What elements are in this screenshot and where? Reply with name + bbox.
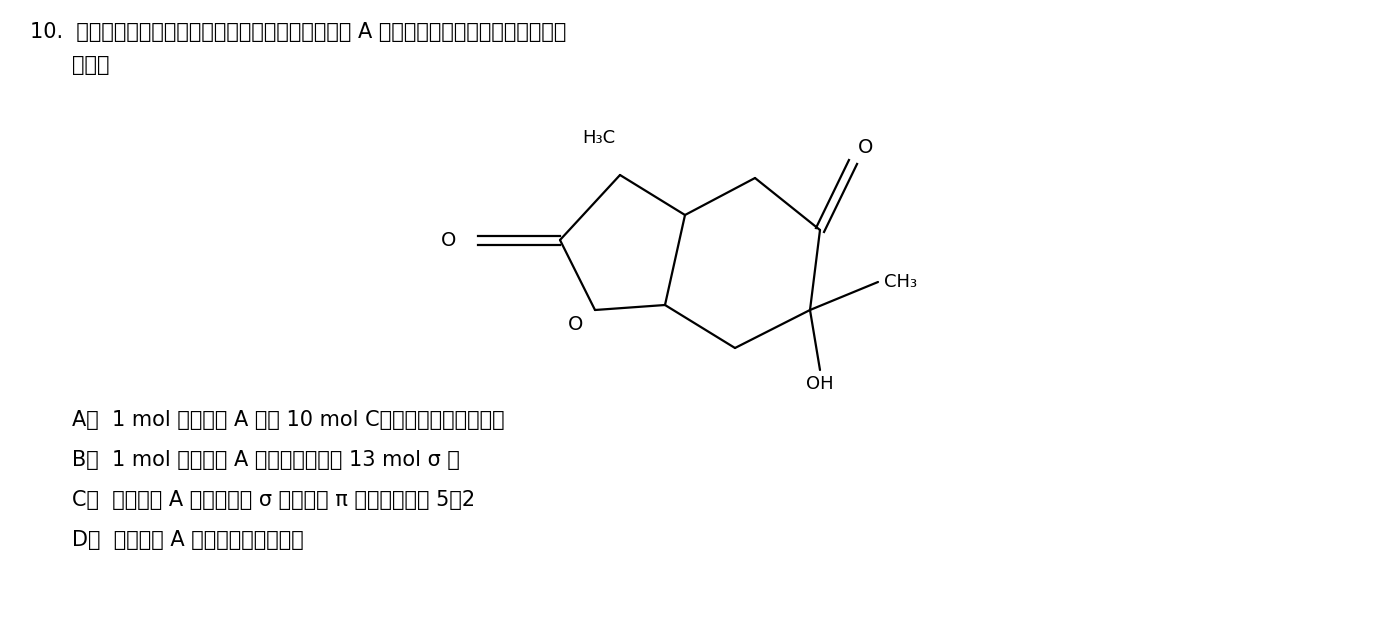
Text: CH₃: CH₃ xyxy=(884,273,917,291)
Text: 确的是: 确的是 xyxy=(72,55,109,75)
Text: H₃C: H₃C xyxy=(582,129,615,147)
Text: O: O xyxy=(568,315,583,334)
Text: A．  1 mol 芍药内苷 A 含有 10 mol C，且均形成极性共价键: A． 1 mol 芍药内苷 A 含有 10 mol C，且均形成极性共价键 xyxy=(72,410,504,430)
Text: C．  芍药内苷 A 分子中碘氧 σ 键与碘氧 π 键数目之比为 5：2: C． 芍药内苷 A 分子中碘氧 σ 键与碘氧 π 键数目之比为 5：2 xyxy=(72,490,475,510)
Text: O: O xyxy=(857,138,874,157)
Text: D．  芍药内苷 A 分子属于非极性分子: D． 芍药内苷 A 分子属于非极性分子 xyxy=(72,530,303,550)
Text: OH: OH xyxy=(806,375,834,393)
Text: 10.  芍药是我国著名的中药材之一，其含有的芍药内苷 A 的结构如图所示，下列有关说法正: 10. 芍药是我国著名的中药材之一，其含有的芍药内苷 A 的结构如图所示，下列有… xyxy=(30,22,566,42)
Text: O: O xyxy=(440,230,456,250)
Text: B．  1 mol 芍药内苷 A 中氢原子共形成 13 mol σ 键: B． 1 mol 芍药内苷 A 中氢原子共形成 13 mol σ 键 xyxy=(72,450,460,470)
